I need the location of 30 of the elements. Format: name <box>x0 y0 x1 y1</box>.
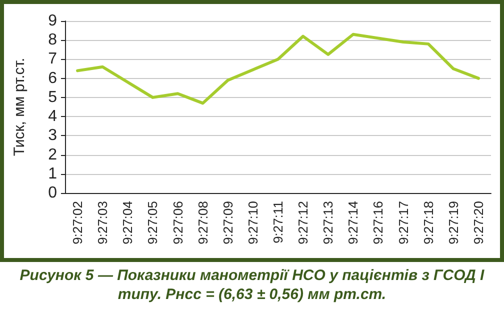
y-tick-label: 7 <box>48 50 58 68</box>
text: Рисунок 5 — Показники манометрії НСО у пацієнтів з ГСОД І типу. Рнсс = (6,63 ± 0,56) мм рт.ст. <box>18 266 486 304</box>
x-tick-label: 9:27:05 <box>145 201 160 244</box>
x-tick-label: 9:27:08 <box>195 201 210 244</box>
y-axis-title: Тиск, мм рт.ст. <box>11 58 28 156</box>
y-tick-label: 3 <box>48 127 58 144</box>
x-tick-label: 9:27:11 <box>270 201 286 244</box>
y-tick-label: 9 <box>48 12 58 30</box>
x-tick-label: 9:27:19 <box>446 201 461 244</box>
y-tick-label: 8 <box>48 32 58 49</box>
y-tick-label: 4 <box>48 108 58 126</box>
line-series <box>76 32 480 105</box>
x-tick-label: 9:27:17 <box>396 201 411 244</box>
x-tick-label: 9:27:04 <box>120 201 136 244</box>
x-tick-label: 9:27:18 <box>420 201 436 244</box>
x-tick-label: 9:27:14 <box>346 201 361 244</box>
y-tick-label: 6 <box>48 70 58 87</box>
y-tick-label: 2 <box>48 146 58 164</box>
x-tick-label: 9:27:10 <box>245 201 260 244</box>
x-tick-label: 9:27:13 <box>320 201 336 244</box>
y-tick-label: 1 <box>48 165 58 182</box>
x-tick-label: 9:27:12 <box>296 201 311 244</box>
x-tick-label: 9:27:02 <box>70 201 86 244</box>
y-tick-label: 5 <box>48 88 58 106</box>
x-tick-label: 9:27:03 <box>95 201 110 244</box>
y-tick-label: 0 <box>48 184 58 202</box>
x-tick-label: 9:27:09 <box>220 201 236 244</box>
x-tick-label: 9:27:20 <box>470 201 486 244</box>
x-tick-label: 9:27:06 <box>170 201 186 244</box>
x-tick-label: 9:27:16 <box>370 201 386 244</box>
